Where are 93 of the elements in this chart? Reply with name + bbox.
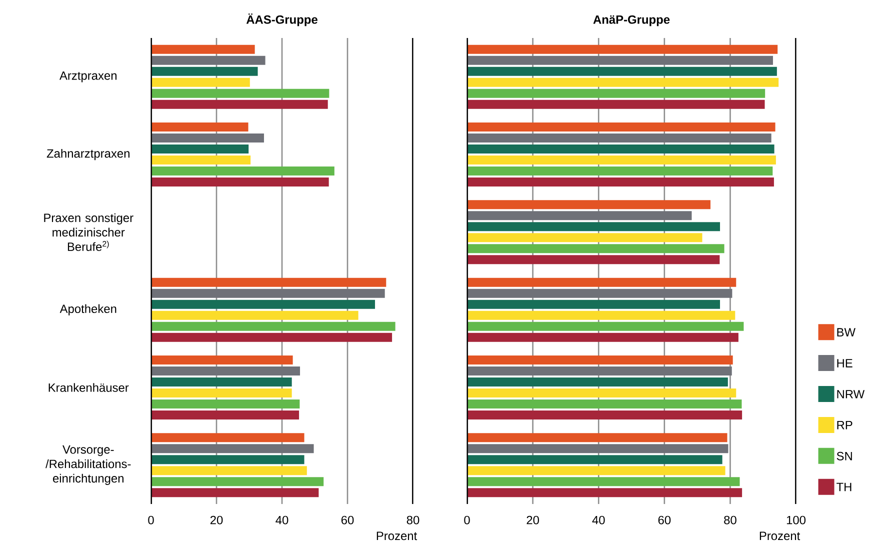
bar [151,88,330,98]
bar [467,156,776,165]
bar [151,134,264,143]
bar [467,356,733,365]
legend-label: RP [837,421,852,430]
bar [151,310,358,320]
bar [467,310,736,320]
bar [467,44,778,54]
bar [467,388,736,398]
bar [467,433,728,442]
legend-label: NRW [837,390,865,398]
bar [467,444,728,454]
bar [467,134,772,143]
bar [151,144,249,154]
legend-label: HE [837,359,852,368]
x-tick-label: 20 [210,516,223,524]
bar [151,66,258,76]
x-tick-label: 100 [786,516,806,524]
bar [467,100,765,109]
bar [467,244,724,254]
bar [151,56,266,65]
x-tick-label: 20 [526,516,539,524]
bar [467,332,738,342]
bar [467,88,766,98]
x-tick-label: 0 [148,516,154,524]
y-tick-label: Arztpraxen [59,71,116,82]
bar [467,200,710,210]
x-axis-title: Prozent [376,532,418,540]
bar [151,288,385,298]
bar [467,455,722,464]
legend-label: BW [837,328,856,336]
bar [151,455,304,464]
legend-label: SN [836,452,852,460]
x-tick-label: 40 [592,516,605,524]
bar [151,278,386,287]
bar [151,44,255,54]
bar [467,178,774,187]
y-tick-label: Apotheken [60,304,116,316]
bar [467,78,779,87]
x-tick-label: 40 [276,516,288,524]
x-axis-title: Prozent [760,532,800,540]
bar [151,466,307,476]
x-tick-label: 60 [341,516,354,524]
bar [467,466,726,476]
bar [151,378,292,387]
bar [467,66,777,76]
chart-title: ÄAS-Gruppe [246,14,318,26]
bar [467,322,744,331]
bar [467,488,742,498]
bar [467,222,720,232]
bar [151,178,329,187]
bar [151,400,300,409]
bar [467,477,740,486]
x-tick-label: 0 [464,516,470,524]
y-tick-label: Vorsorge-/Rehabilitations-einrichtungen [46,445,131,485]
y-tick-label: Zahnarztpraxen [46,148,130,160]
bar [151,122,248,132]
bar [151,444,314,454]
bar [151,388,292,398]
bar [467,122,776,132]
bar [151,322,396,331]
bar [467,211,692,220]
bar [467,300,720,309]
bar [467,288,732,298]
bar [151,78,250,87]
bar [151,300,376,309]
bar [151,166,334,176]
bar [467,366,732,376]
bar [151,488,319,498]
bar [151,332,392,342]
bar [467,233,702,242]
bar [467,410,742,420]
y-tick-label: Praxen sonstiger medizinischer Berufe$^{2)}$ [44,213,134,251]
bar [467,378,728,387]
bar [151,156,251,165]
legend-label: TH [836,482,852,492]
bar [467,255,720,264]
bar [467,166,773,176]
y-tick-label: Krankenhäuser [48,383,129,392]
x-tick-label: 80 [724,516,736,524]
chart-title: AnäP-Gruppe [593,15,670,26]
bar [151,410,300,420]
bar [467,278,736,287]
bar [151,100,328,109]
bar [467,400,742,409]
bar [151,366,300,376]
bar [151,356,293,365]
bar [151,477,324,486]
bar [151,433,304,442]
bar [467,144,774,154]
x-tick-label: 80 [406,516,420,524]
x-tick-label: 60 [658,516,671,524]
bar [467,56,773,65]
